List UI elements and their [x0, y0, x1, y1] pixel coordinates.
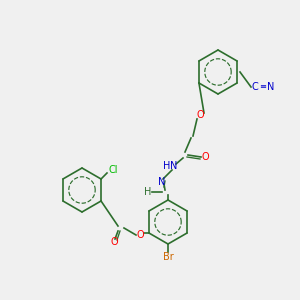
Text: N: N: [267, 82, 275, 92]
Text: H: H: [163, 161, 171, 171]
Text: O: O: [110, 237, 118, 247]
Text: N: N: [158, 177, 166, 187]
Text: Br: Br: [163, 252, 173, 262]
Text: O: O: [136, 230, 144, 240]
Text: N: N: [170, 161, 178, 171]
Text: H: H: [144, 187, 152, 197]
Text: O: O: [201, 152, 209, 162]
Text: C: C: [252, 82, 258, 92]
Text: O: O: [196, 110, 204, 120]
Text: ≡: ≡: [260, 82, 266, 91]
Text: Cl: Cl: [108, 165, 118, 175]
